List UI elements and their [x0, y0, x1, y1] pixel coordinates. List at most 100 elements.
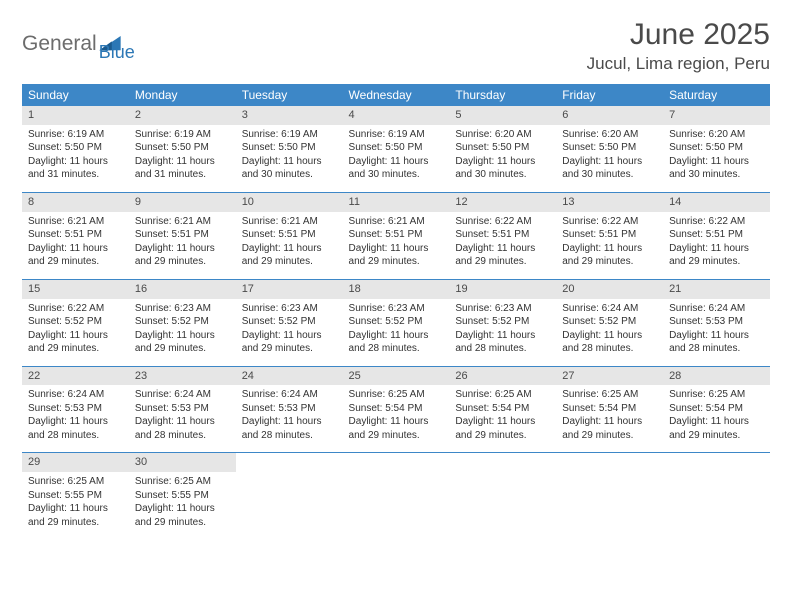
daylight-line: Daylight: 11 hours and 29 minutes.	[28, 242, 123, 269]
daylight-line: Daylight: 11 hours and 29 minutes.	[455, 242, 550, 269]
calendar-week-row: 15Sunrise: 6:22 AMSunset: 5:52 PMDayligh…	[22, 279, 770, 366]
sunrise-line: Sunrise: 6:23 AM	[242, 302, 337, 316]
day-body: Sunrise: 6:24 AMSunset: 5:52 PMDaylight:…	[556, 299, 663, 366]
calendar-header-row: SundayMondayTuesdayWednesdayThursdayFrid…	[22, 84, 770, 106]
sunset-line: Sunset: 5:51 PM	[135, 228, 230, 242]
calendar-day-cell: 5Sunrise: 6:20 AMSunset: 5:50 PMDaylight…	[449, 106, 556, 192]
sunrise-line: Sunrise: 6:22 AM	[455, 215, 550, 229]
calendar-week-row: 29Sunrise: 6:25 AMSunset: 5:55 PMDayligh…	[22, 453, 770, 539]
sunset-line: Sunset: 5:50 PM	[242, 141, 337, 155]
sunset-line: Sunset: 5:55 PM	[135, 489, 230, 503]
sunrise-line: Sunrise: 6:19 AM	[242, 128, 337, 142]
sunset-line: Sunset: 5:50 PM	[28, 141, 123, 155]
day-number: 26	[449, 367, 556, 386]
sunrise-line: Sunrise: 6:23 AM	[135, 302, 230, 316]
sunrise-line: Sunrise: 6:20 AM	[562, 128, 657, 142]
sunrise-line: Sunrise: 6:21 AM	[242, 215, 337, 229]
sunset-line: Sunset: 5:52 PM	[455, 315, 550, 329]
title-block: June 2025 Jucul, Lima region, Peru	[587, 18, 770, 74]
day-body: Sunrise: 6:25 AMSunset: 5:54 PMDaylight:…	[343, 385, 450, 452]
daylight-line: Daylight: 11 hours and 29 minutes.	[28, 502, 123, 529]
daylight-line: Daylight: 11 hours and 29 minutes.	[242, 242, 337, 269]
day-body: Sunrise: 6:25 AMSunset: 5:54 PMDaylight:…	[556, 385, 663, 452]
sunset-line: Sunset: 5:51 PM	[349, 228, 444, 242]
day-body: Sunrise: 6:24 AMSunset: 5:53 PMDaylight:…	[129, 385, 236, 452]
day-number: 6	[556, 106, 663, 125]
day-body: Sunrise: 6:23 AMSunset: 5:52 PMDaylight:…	[236, 299, 343, 366]
calendar-day-cell: 26Sunrise: 6:25 AMSunset: 5:54 PMDayligh…	[449, 366, 556, 453]
day-body: Sunrise: 6:19 AMSunset: 5:50 PMDaylight:…	[129, 125, 236, 192]
day-number: 13	[556, 193, 663, 212]
calendar-day-cell: 8Sunrise: 6:21 AMSunset: 5:51 PMDaylight…	[22, 192, 129, 279]
sunrise-line: Sunrise: 6:24 AM	[669, 302, 764, 316]
daylight-line: Daylight: 11 hours and 29 minutes.	[669, 242, 764, 269]
logo-text-blue: Blue	[99, 24, 135, 63]
sunset-line: Sunset: 5:54 PM	[455, 402, 550, 416]
day-number: 9	[129, 193, 236, 212]
day-body: Sunrise: 6:21 AMSunset: 5:51 PMDaylight:…	[236, 212, 343, 279]
calendar-day-cell: 16Sunrise: 6:23 AMSunset: 5:52 PMDayligh…	[129, 279, 236, 366]
sunset-line: Sunset: 5:52 PM	[562, 315, 657, 329]
sunset-line: Sunset: 5:52 PM	[349, 315, 444, 329]
calendar-day-cell: 4Sunrise: 6:19 AMSunset: 5:50 PMDaylight…	[343, 106, 450, 192]
daylight-line: Daylight: 11 hours and 28 minutes.	[135, 415, 230, 442]
calendar-day-cell: 17Sunrise: 6:23 AMSunset: 5:52 PMDayligh…	[236, 279, 343, 366]
calendar-day-cell: .	[343, 453, 450, 539]
day-body: Sunrise: 6:19 AMSunset: 5:50 PMDaylight:…	[343, 125, 450, 192]
daylight-line: Daylight: 11 hours and 29 minutes.	[135, 502, 230, 529]
sunset-line: Sunset: 5:52 PM	[28, 315, 123, 329]
daylight-line: Daylight: 11 hours and 28 minutes.	[455, 329, 550, 356]
sunset-line: Sunset: 5:50 PM	[349, 141, 444, 155]
day-number: 3	[236, 106, 343, 125]
sunset-line: Sunset: 5:51 PM	[242, 228, 337, 242]
day-number: 14	[663, 193, 770, 212]
day-body: Sunrise: 6:24 AMSunset: 5:53 PMDaylight:…	[236, 385, 343, 452]
daylight-line: Daylight: 11 hours and 30 minutes.	[455, 155, 550, 182]
location-label: Jucul, Lima region, Peru	[587, 54, 770, 74]
sunrise-line: Sunrise: 6:24 AM	[135, 388, 230, 402]
sunrise-line: Sunrise: 6:21 AM	[349, 215, 444, 229]
calendar-day-cell: .	[236, 453, 343, 539]
day-number: 29	[22, 453, 129, 472]
day-body: Sunrise: 6:20 AMSunset: 5:50 PMDaylight:…	[663, 125, 770, 192]
day-number: 24	[236, 367, 343, 386]
calendar-day-cell: 11Sunrise: 6:21 AMSunset: 5:51 PMDayligh…	[343, 192, 450, 279]
daylight-line: Daylight: 11 hours and 30 minutes.	[242, 155, 337, 182]
sunset-line: Sunset: 5:53 PM	[242, 402, 337, 416]
calendar-day-cell: .	[663, 453, 770, 539]
calendar-table: SundayMondayTuesdayWednesdayThursdayFrid…	[22, 84, 770, 539]
sunset-line: Sunset: 5:53 PM	[669, 315, 764, 329]
day-body: Sunrise: 6:21 AMSunset: 5:51 PMDaylight:…	[343, 212, 450, 279]
calendar-day-cell: 7Sunrise: 6:20 AMSunset: 5:50 PMDaylight…	[663, 106, 770, 192]
sunrise-line: Sunrise: 6:22 AM	[562, 215, 657, 229]
day-body: Sunrise: 6:19 AMSunset: 5:50 PMDaylight:…	[236, 125, 343, 192]
sunset-line: Sunset: 5:51 PM	[455, 228, 550, 242]
calendar-day-cell: 2Sunrise: 6:19 AMSunset: 5:50 PMDaylight…	[129, 106, 236, 192]
calendar-day-cell: 22Sunrise: 6:24 AMSunset: 5:53 PMDayligh…	[22, 366, 129, 453]
day-body: Sunrise: 6:22 AMSunset: 5:51 PMDaylight:…	[663, 212, 770, 279]
day-number: 1	[22, 106, 129, 125]
sunset-line: Sunset: 5:54 PM	[562, 402, 657, 416]
day-body: Sunrise: 6:20 AMSunset: 5:50 PMDaylight:…	[556, 125, 663, 192]
sunrise-line: Sunrise: 6:19 AM	[135, 128, 230, 142]
sunset-line: Sunset: 5:52 PM	[135, 315, 230, 329]
day-body: Sunrise: 6:24 AMSunset: 5:53 PMDaylight:…	[663, 299, 770, 366]
sunset-line: Sunset: 5:50 PM	[455, 141, 550, 155]
calendar-day-cell: 29Sunrise: 6:25 AMSunset: 5:55 PMDayligh…	[22, 453, 129, 539]
calendar-day-cell: 3Sunrise: 6:19 AMSunset: 5:50 PMDaylight…	[236, 106, 343, 192]
calendar-week-row: 1Sunrise: 6:19 AMSunset: 5:50 PMDaylight…	[22, 106, 770, 192]
logo: General Blue	[22, 18, 135, 63]
sunrise-line: Sunrise: 6:25 AM	[669, 388, 764, 402]
day-number: 10	[236, 193, 343, 212]
sunrise-line: Sunrise: 6:23 AM	[455, 302, 550, 316]
day-number: 27	[556, 367, 663, 386]
sunrise-line: Sunrise: 6:24 AM	[28, 388, 123, 402]
day-number: 2	[129, 106, 236, 125]
calendar-day-cell: 1Sunrise: 6:19 AMSunset: 5:50 PMDaylight…	[22, 106, 129, 192]
day-number: 16	[129, 280, 236, 299]
daylight-line: Daylight: 11 hours and 31 minutes.	[135, 155, 230, 182]
sunrise-line: Sunrise: 6:20 AM	[455, 128, 550, 142]
daylight-line: Daylight: 11 hours and 29 minutes.	[349, 242, 444, 269]
daylight-line: Daylight: 11 hours and 31 minutes.	[28, 155, 123, 182]
calendar-day-cell: 25Sunrise: 6:25 AMSunset: 5:54 PMDayligh…	[343, 366, 450, 453]
